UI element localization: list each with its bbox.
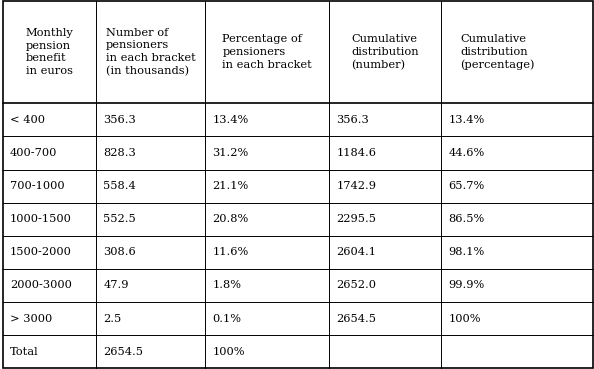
Text: 2295.5: 2295.5	[336, 214, 376, 224]
Text: 558.4: 558.4	[103, 181, 136, 191]
Text: 2654.5: 2654.5	[336, 314, 376, 324]
Text: 0.1%: 0.1%	[213, 314, 241, 324]
Text: 21.1%: 21.1%	[213, 181, 249, 191]
Text: 44.6%: 44.6%	[448, 148, 485, 158]
Text: 13.4%: 13.4%	[213, 115, 249, 125]
Text: 1184.6: 1184.6	[336, 148, 376, 158]
Text: 31.2%: 31.2%	[213, 148, 249, 158]
Text: 552.5: 552.5	[103, 214, 136, 224]
Text: Percentage of
pensioners
in each bracket: Percentage of pensioners in each bracket	[222, 34, 312, 70]
Text: 86.5%: 86.5%	[448, 214, 485, 224]
Text: 99.9%: 99.9%	[448, 280, 485, 290]
Text: 1500-2000: 1500-2000	[10, 247, 72, 257]
Text: 2000-3000: 2000-3000	[10, 280, 72, 290]
Text: 65.7%: 65.7%	[448, 181, 485, 191]
Text: Total: Total	[10, 347, 39, 357]
Text: 1742.9: 1742.9	[336, 181, 376, 191]
Text: 356.3: 356.3	[336, 115, 369, 125]
Text: 700-1000: 700-1000	[10, 181, 65, 191]
Text: 400-700: 400-700	[10, 148, 58, 158]
Text: 2604.1: 2604.1	[336, 247, 376, 257]
Text: 98.1%: 98.1%	[448, 247, 485, 257]
Text: 20.8%: 20.8%	[213, 214, 249, 224]
Text: 1.8%: 1.8%	[213, 280, 241, 290]
Text: > 3000: > 3000	[10, 314, 52, 324]
Text: 47.9: 47.9	[103, 280, 129, 290]
Text: 1000-1500: 1000-1500	[10, 214, 72, 224]
Text: 828.3: 828.3	[103, 148, 136, 158]
Text: 356.3: 356.3	[103, 115, 136, 125]
Text: 308.6: 308.6	[103, 247, 136, 257]
Text: < 400: < 400	[10, 115, 45, 125]
Text: 2654.5: 2654.5	[103, 347, 143, 357]
Text: 100%: 100%	[448, 314, 481, 324]
Text: Number of
pensioners
in each bracket
(in thousands): Number of pensioners in each bracket (in…	[106, 28, 195, 76]
Text: 2652.0: 2652.0	[336, 280, 376, 290]
Text: Cumulative
distribution
(percentage): Cumulative distribution (percentage)	[460, 34, 535, 70]
Text: Cumulative
distribution
(number): Cumulative distribution (number)	[352, 34, 419, 70]
Text: 2.5: 2.5	[103, 314, 122, 324]
Text: 100%: 100%	[213, 347, 245, 357]
Text: 13.4%: 13.4%	[448, 115, 485, 125]
Text: Monthly
pension
benefit
in euros: Monthly pension benefit in euros	[26, 28, 74, 76]
Text: 11.6%: 11.6%	[213, 247, 249, 257]
